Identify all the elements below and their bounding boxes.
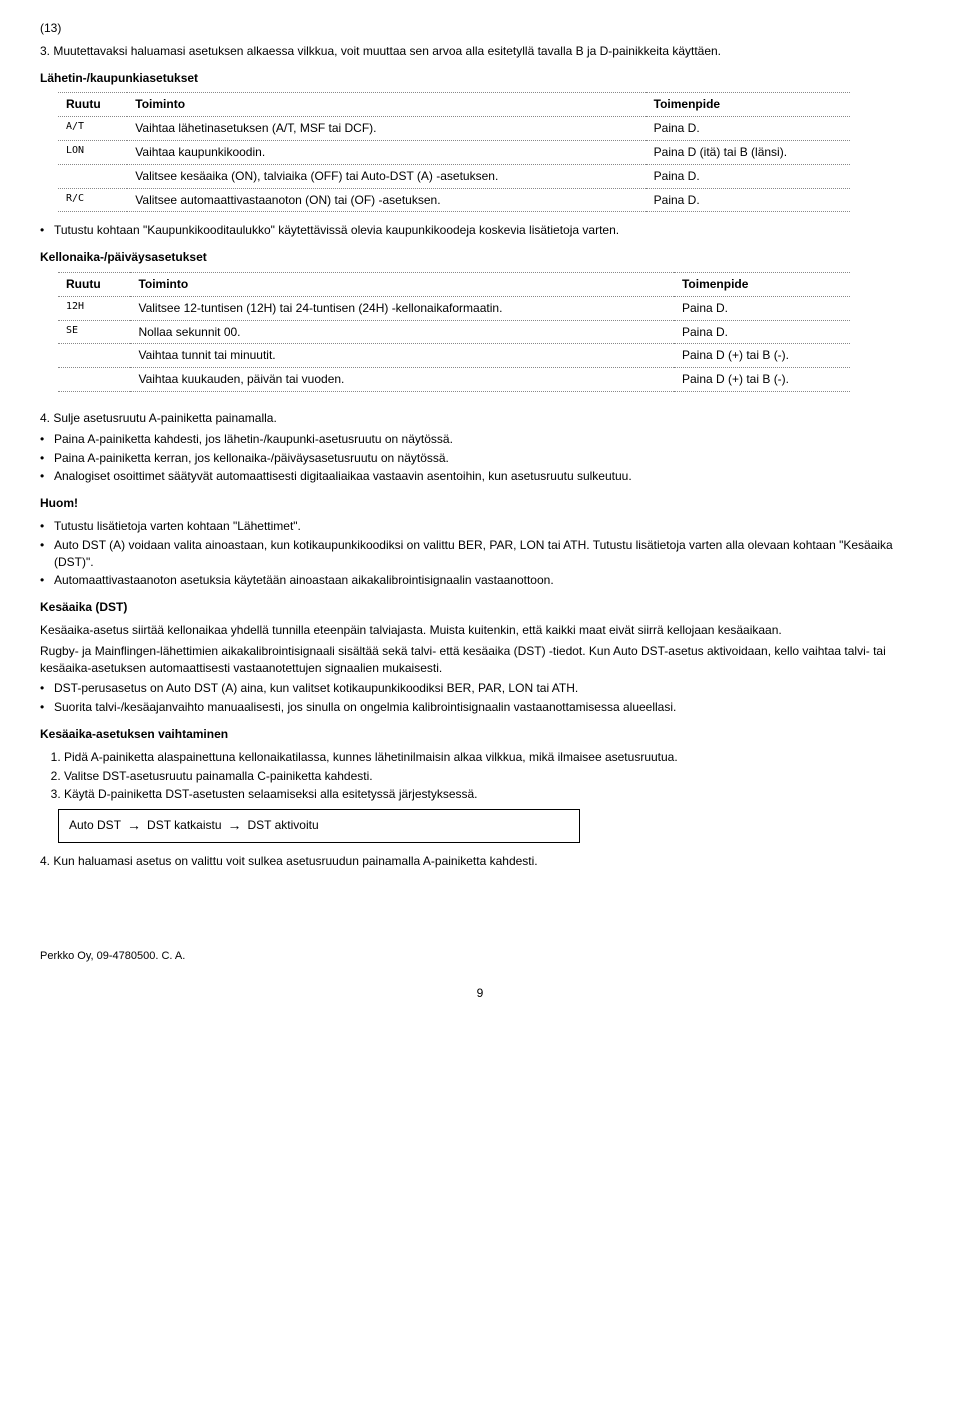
section2-title: Kellonaika-/päiväysasetukset <box>40 249 920 266</box>
cell-toiminto: Valitsee 12-tuntisen (12H) tai 24-tuntis… <box>130 296 674 320</box>
dst-node-off: DST katkaistu <box>147 817 221 834</box>
cell-toiminto: Vaihtaa kaupunkikoodin. <box>127 140 645 164</box>
cell-toiminto: Vaihtaa kuukauden, päivän tai vuoden. <box>130 368 674 392</box>
dst-title: Kesäaika (DST) <box>40 599 920 616</box>
table-row: LON Vaihtaa kaupunkikoodin. Paina D (itä… <box>58 140 850 164</box>
cell-toiminto: Valitsee kesäaika (ON), talviaika (OFF) … <box>127 164 645 188</box>
cell-ruutu <box>58 164 127 188</box>
table-transmitter-settings: Ruutu Toiminto Toimenpide A/T Vaihtaa lä… <box>58 92 850 212</box>
footer-text: Perkko Oy, 09-4780500. C. A. <box>40 949 920 964</box>
cell-toimenpide: Paina D (+) tai B (-). <box>674 368 850 392</box>
cell-ruutu: R/C <box>58 188 127 212</box>
cell-toimenpide: Paina D. <box>646 188 850 212</box>
cell-ruutu: 12H <box>58 296 130 320</box>
list-item: Käytä D-painiketta DST-asetusten selaami… <box>64 786 920 803</box>
list-item: Analogiset osoittimet säätyvät automaatt… <box>40 468 920 485</box>
list-item: Tutustu lisätietoja varten kohtaan "Lähe… <box>40 518 920 535</box>
list-item: Valitse DST-asetusruutu painamalla C-pai… <box>64 768 920 785</box>
list-item: Paina A-painiketta kerran, jos kellonaik… <box>40 450 920 467</box>
th-toimenpide: Toimenpide <box>646 93 850 117</box>
dst-change-title: Kesäaika-asetuksen vaihtaminen <box>40 726 920 743</box>
huom-title: Huom! <box>40 495 920 512</box>
section1-title: Lähetin-/kaupunkiasetukset <box>40 70 920 87</box>
list-item: Suorita talvi-/kesäajanvaihto manuaalise… <box>40 699 920 716</box>
list-item: Tutustu kohtaan "Kaupunkikooditaulukko" … <box>40 222 920 239</box>
table1-footer-list: Tutustu kohtaan "Kaupunkikooditaulukko" … <box>40 222 920 239</box>
list-item: Automaattivastaanoton asetuksia käytetää… <box>40 572 920 589</box>
table-row: R/C Valitsee automaattivastaanoton (ON) … <box>58 188 850 212</box>
dst-node-on: DST aktivoitu <box>248 817 319 834</box>
step4b: 4. Kun haluamasi asetus on valittu voit … <box>40 853 920 870</box>
table-row: Valitsee kesäaika (ON), talviaika (OFF) … <box>58 164 850 188</box>
dst-flow-box: Auto DST → DST katkaistu → DST aktivoitu <box>58 809 580 843</box>
cell-toimenpide: Paina D (+) tai B (-). <box>674 344 850 368</box>
cell-ruutu: A/T <box>58 117 127 141</box>
th-ruutu: Ruutu <box>58 272 130 296</box>
huom-bullets: Tutustu lisätietoja varten kohtaan "Lähe… <box>40 518 920 589</box>
cell-ruutu: LON <box>58 140 127 164</box>
table-row: SE Nollaa sekunnit 00. Paina D. <box>58 320 850 344</box>
cell-toimenpide: Paina D. <box>674 320 850 344</box>
th-ruutu: Ruutu <box>58 93 127 117</box>
list-item: Auto DST (A) voidaan valita ainoastaan, … <box>40 537 920 571</box>
table-row: A/T Vaihtaa lähetinasetuksen (A/T, MSF t… <box>58 117 850 141</box>
intro-step-3: 3. Muutettavaksi haluamasi asetuksen alk… <box>40 43 920 60</box>
page-marker-top: (13) <box>40 20 920 37</box>
page-number-bottom: 9 <box>40 985 920 1002</box>
cell-toimenpide: Paina D. <box>646 117 850 141</box>
dst-change-steps: Pidä A-painiketta alaspainettuna kellona… <box>40 749 920 803</box>
step4-title: 4. Sulje asetusruutu A-painiketta painam… <box>40 410 920 427</box>
table-row: Vaihtaa kuukauden, päivän tai vuoden. Pa… <box>58 368 850 392</box>
cell-toiminto: Nollaa sekunnit 00. <box>130 320 674 344</box>
arrow-right-icon: → <box>127 816 141 836</box>
arrow-right-icon: → <box>228 816 242 836</box>
dst-node-auto: Auto DST <box>69 817 121 834</box>
th-toiminto: Toiminto <box>127 93 645 117</box>
cell-ruutu: SE <box>58 320 130 344</box>
cell-toiminto: Valitsee automaattivastaanoton (ON) tai … <box>127 188 645 212</box>
list-item: Pidä A-painiketta alaspainettuna kellona… <box>64 749 920 766</box>
cell-toiminto: Vaihtaa tunnit tai minuutit. <box>130 344 674 368</box>
table-time-settings: Ruutu Toiminto Toimenpide 12H Valitsee 1… <box>58 272 850 392</box>
cell-ruutu <box>58 344 130 368</box>
cell-toimenpide: Paina D. <box>674 296 850 320</box>
table-row: 12H Valitsee 12-tuntisen (12H) tai 24-tu… <box>58 296 850 320</box>
th-toiminto: Toiminto <box>130 272 674 296</box>
cell-toiminto: Vaihtaa lähetinasetuksen (A/T, MSF tai D… <box>127 117 645 141</box>
list-item: Paina A-painiketta kahdesti, jos lähetin… <box>40 431 920 448</box>
step4-bullets: Paina A-painiketta kahdesti, jos lähetin… <box>40 431 920 485</box>
dst-para-2: Rugby- ja Mainflingen-lähettimien aikaka… <box>40 643 920 677</box>
cell-ruutu <box>58 368 130 392</box>
dst-para-1: Kesäaika-asetus siirtää kellonaikaa yhde… <box>40 622 920 639</box>
dst-bullets: DST-perusasetus on Auto DST (A) aina, ku… <box>40 680 920 716</box>
list-item: DST-perusasetus on Auto DST (A) aina, ku… <box>40 680 920 697</box>
table-row: Vaihtaa tunnit tai minuutit. Paina D (+)… <box>58 344 850 368</box>
cell-toimenpide: Paina D. <box>646 164 850 188</box>
th-toimenpide: Toimenpide <box>674 272 850 296</box>
cell-toimenpide: Paina D (itä) tai B (länsi). <box>646 140 850 164</box>
